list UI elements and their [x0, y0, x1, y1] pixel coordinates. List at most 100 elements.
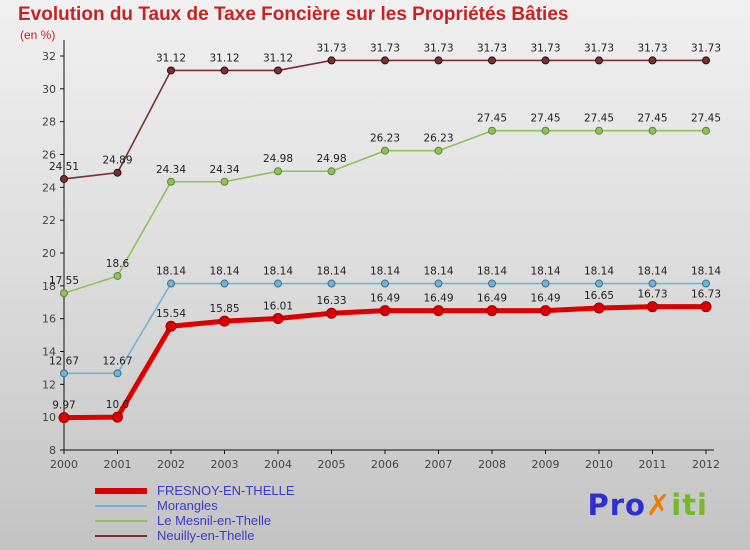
y-tick-label: 18 — [42, 280, 56, 293]
data-label: 18.6 — [106, 258, 130, 270]
data-point — [167, 66, 175, 75]
x-tick-label: 2008 — [478, 458, 506, 471]
data-point — [702, 56, 710, 65]
data-label: 31.73 — [530, 42, 560, 54]
data-label: 18.14 — [209, 266, 239, 278]
y-tick-label: 12 — [42, 378, 56, 391]
y-tick-label: 10 — [42, 411, 56, 424]
data-point — [595, 279, 603, 288]
data-point — [381, 146, 389, 155]
data-point — [540, 305, 551, 317]
data-label: 31.73 — [477, 42, 507, 54]
legend-swatch-morangles — [95, 504, 147, 507]
data-point — [434, 146, 443, 155]
data-label: 12.67 — [49, 355, 79, 367]
data-point — [381, 279, 389, 288]
data-label: 18.14 — [477, 266, 507, 278]
data-label: 16.73 — [691, 289, 721, 301]
data-point — [274, 66, 282, 75]
data-label: 16.73 — [637, 289, 667, 301]
line-chart: 8 10 12 14 16 18 20 22 24 26 28 30 32 2000 2001 2002 200… — [42, 40, 721, 471]
data-label: 16.01 — [263, 301, 293, 313]
data-point — [541, 56, 550, 65]
x-tick-label: 2000 — [50, 458, 78, 471]
chart-subtitle: (en %) — [20, 28, 56, 42]
data-label: 27.45 — [584, 113, 614, 125]
data-label: 24.34 — [156, 164, 186, 176]
data-label: 16.49 — [530, 293, 560, 305]
y-tick-label: 32 — [42, 50, 56, 63]
data-point — [648, 279, 657, 288]
data-label: 18.14 — [691, 266, 721, 278]
data-point — [700, 301, 712, 313]
data-point — [219, 315, 230, 327]
data-label: 18.14 — [584, 266, 614, 278]
data-label: 27.45 — [691, 113, 721, 125]
x-tick-label: 2005 — [318, 458, 346, 471]
data-point — [274, 167, 282, 176]
data-point — [327, 167, 336, 176]
x-tick-label: 2012 — [692, 458, 720, 471]
data-point — [488, 279, 496, 288]
data-label: 12.67 — [102, 355, 132, 367]
data-point — [60, 174, 68, 183]
legend-item-neuilly: Neuilly-en-Thelle — [95, 528, 295, 543]
data-point — [486, 305, 498, 317]
series-line — [61, 304, 709, 421]
data-point — [434, 56, 443, 65]
legend-label-fresnoy: FRESNOY-EN-THELLE — [157, 483, 295, 498]
data-label: 18.14 — [370, 266, 400, 278]
data-point — [112, 411, 123, 423]
legend-item-mesnil: Le Mesnil-en-Thelle — [95, 513, 295, 528]
x-tick-label: 2004 — [264, 458, 292, 471]
x-tick-label: 2007 — [425, 458, 453, 471]
data-label: 31.73 — [584, 42, 614, 54]
data-point — [113, 168, 122, 177]
legend-swatch-fresnoy — [95, 487, 147, 494]
y-tick-label: 14 — [42, 346, 56, 359]
y-tick-label: 24 — [42, 181, 56, 194]
data-point — [488, 126, 496, 135]
data-label: 31.73 — [691, 42, 721, 54]
data-label: 18.14 — [637, 266, 667, 278]
y-tick-label: 26 — [42, 149, 56, 162]
data-label: 16.49 — [370, 293, 400, 305]
data-label: 26.23 — [423, 133, 453, 145]
legend-label-mesnil: Le Mesnil-en-Thelle — [157, 513, 272, 528]
data-point — [326, 307, 337, 319]
data-label: 18.14 — [156, 266, 186, 278]
data-label: 27.45 — [477, 113, 507, 125]
data-point — [702, 126, 710, 135]
legend-label-neuilly: Neuilly-en-Thelle — [157, 528, 255, 543]
data-label: 18.14 — [316, 266, 346, 278]
data-label: 18.14 — [423, 266, 453, 278]
data-label: 24.98 — [316, 153, 346, 165]
data-label: 31.12 — [209, 52, 239, 64]
data-point — [381, 56, 389, 65]
data-label: 27.45 — [637, 113, 667, 125]
data-point — [379, 305, 391, 317]
legend: FRESNOY-EN-THELLE Morangles Le Mesnil-en… — [95, 483, 295, 543]
data-point — [60, 369, 68, 378]
y-tick-label: 8 — [49, 444, 56, 457]
data-label: 24.98 — [263, 153, 293, 165]
data-label: 31.73 — [370, 42, 400, 54]
chart-title: Evolution du Taux de Taxe Foncière sur l… — [18, 4, 569, 25]
data-label: 24.34 — [209, 164, 239, 176]
data-point — [167, 177, 175, 186]
data-point — [434, 279, 443, 288]
data-point — [167, 279, 175, 288]
data-label: 31.73 — [423, 42, 453, 54]
data-point — [541, 279, 550, 288]
data-label: 9.97 — [52, 400, 75, 412]
data-point — [433, 305, 444, 317]
data-point — [648, 126, 657, 135]
logo-part-pro: Pro — [587, 488, 646, 522]
x-tick-label: 2011 — [639, 458, 667, 471]
y-tick-label: 28 — [42, 116, 56, 129]
data-point — [165, 320, 177, 332]
y-tick-label: 16 — [42, 313, 56, 326]
data-label: 31.12 — [156, 52, 186, 64]
data-label: 15.85 — [209, 303, 239, 315]
